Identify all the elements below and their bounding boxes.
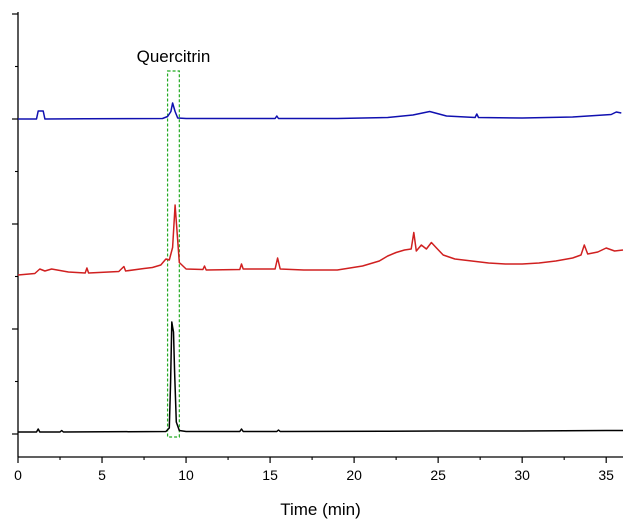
series-group xyxy=(17,102,624,433)
series-line-1 xyxy=(18,102,622,120)
x-axis-title: Time (min) xyxy=(280,500,361,519)
annotation-group: Quercitrin xyxy=(137,47,211,438)
series-line-3 xyxy=(18,321,623,433)
x-tick-label: 25 xyxy=(430,467,446,483)
x-tick-label: 30 xyxy=(514,467,530,483)
x-tick-label: 20 xyxy=(346,467,362,483)
x-tick-label: 35 xyxy=(598,467,614,483)
series-line-2 xyxy=(17,204,624,276)
x-tick-label: 5 xyxy=(98,467,106,483)
x-tick-label: 15 xyxy=(262,467,278,483)
x-tick-label: 0 xyxy=(14,467,22,483)
axes: 0 5 10 15 20 25 30 35 xyxy=(12,12,623,483)
annotation-label-quercitrin: Quercitrin xyxy=(137,47,211,66)
x-tick-label: 10 xyxy=(178,467,194,483)
annotation-box xyxy=(166,70,180,438)
